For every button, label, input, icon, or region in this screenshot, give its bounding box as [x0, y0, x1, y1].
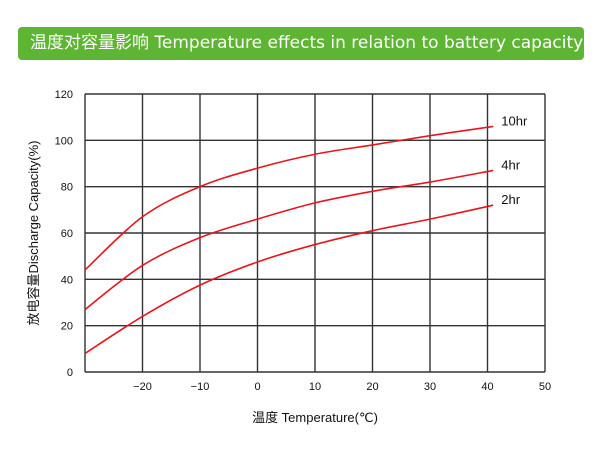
x-tick-label: 10 [309, 381, 321, 393]
y-tick-label: 20 [61, 321, 73, 333]
x-tick-label: 40 [481, 381, 493, 393]
series-label-2hr: 2hr [501, 192, 520, 207]
x-tick-label: −10 [191, 381, 210, 393]
y-tick-label: 40 [61, 274, 73, 286]
y-tick-label: 120 [55, 89, 73, 101]
x-tick-label: −20 [133, 381, 152, 393]
x-tick-label: 30 [424, 381, 436, 393]
y-tick-label: 80 [61, 182, 73, 194]
series-line-4hr [84, 169, 494, 311]
series-label-4hr: 4hr [501, 157, 520, 172]
chart-title: 温度对容量影响 Temperature effects in relation … [18, 27, 584, 60]
x-tick-label: 50 [539, 381, 551, 393]
x-axis-label: 温度 Temperature(℃) [252, 410, 378, 425]
series-label-10hr: 10hr [501, 113, 528, 128]
series-line-10hr [84, 125, 494, 271]
y-tick-label: 0 [67, 367, 73, 379]
y-tick-label: 100 [55, 135, 73, 147]
x-tick-label: 0 [254, 381, 260, 393]
series-line-2hr [84, 204, 494, 355]
y-axis-label: 放电容量Discharge Capacity(%) [26, 141, 41, 326]
y-tick-label: 60 [61, 228, 73, 240]
x-tick-label: 20 [366, 381, 378, 393]
